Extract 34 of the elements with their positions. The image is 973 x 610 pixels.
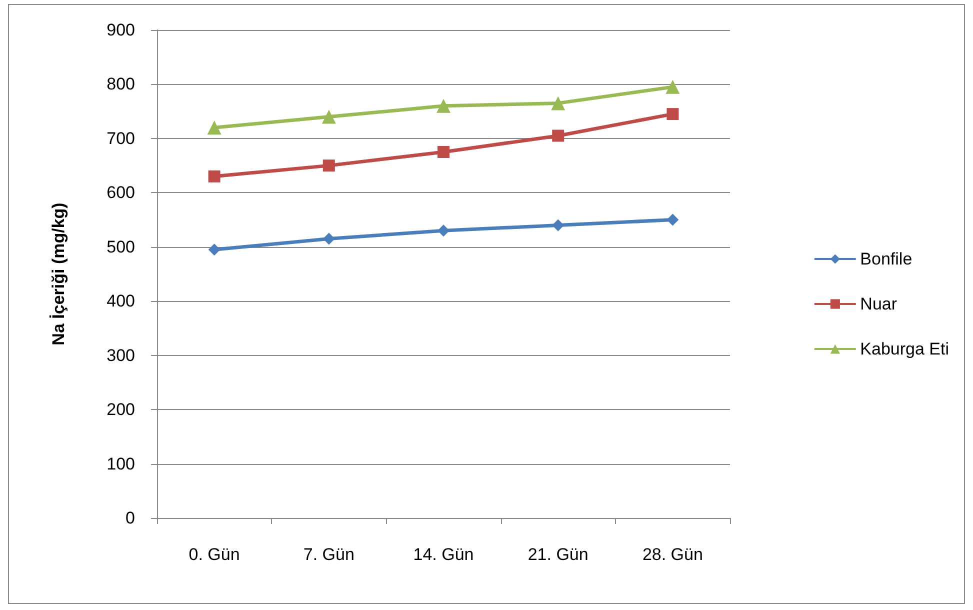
point xyxy=(551,96,566,110)
legend-label: Kaburga Eti xyxy=(860,340,950,358)
y-axis-title: Na İçeriği (mg/kg) xyxy=(49,202,68,346)
y-tick-label: 0 xyxy=(126,508,135,528)
y-tick-label: 400 xyxy=(106,292,135,311)
legend-label: Bonfile xyxy=(860,250,912,268)
x-tick-label: 28. Gün xyxy=(642,545,703,564)
x-tick-label: 21. Gün xyxy=(528,545,588,564)
y-tick-label: 700 xyxy=(106,128,135,148)
legend-label: Nuar xyxy=(860,294,898,314)
point xyxy=(666,80,680,94)
point xyxy=(552,219,564,232)
point xyxy=(552,130,564,142)
point xyxy=(208,244,220,256)
y-tick-label: 100 xyxy=(106,454,135,474)
x-tick-label: 7. Gün xyxy=(303,545,354,564)
point xyxy=(666,214,679,226)
point xyxy=(438,224,450,237)
point xyxy=(208,170,220,182)
y-tick-label: 900 xyxy=(106,20,135,40)
point xyxy=(322,232,335,245)
point xyxy=(322,110,336,124)
x-tick-label: 0. Gün xyxy=(188,545,240,564)
y-tick-label: 800 xyxy=(106,74,135,94)
y-tick-label: 200 xyxy=(106,400,135,420)
point xyxy=(666,108,679,120)
y-tick-label: 500 xyxy=(106,237,135,256)
y-tick-label: 300 xyxy=(106,346,135,365)
point xyxy=(207,120,222,135)
point xyxy=(436,98,450,113)
point xyxy=(322,160,335,172)
x-tick-label: 14. Gün xyxy=(413,545,474,564)
point xyxy=(438,146,450,158)
y-tick-label: 600 xyxy=(106,183,135,202)
